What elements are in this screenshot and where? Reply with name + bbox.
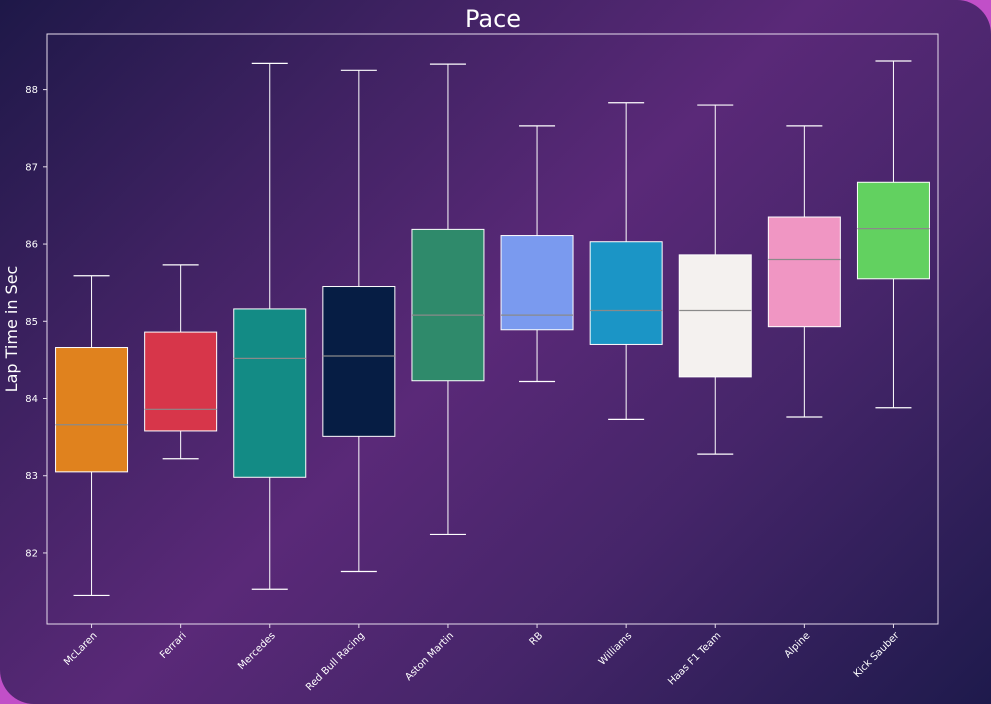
x-tick-label: McLaren: [62, 630, 100, 668]
plot-area-frame: [46, 33, 939, 625]
y-axis: 82 83 84 85 86 87 88: [25, 85, 47, 559]
x-axis: McLaren Ferrari Mercedes Red Bull Racing Ast…: [62, 624, 902, 693]
box-mercedes: [233, 62, 307, 590]
x-tick-label: Aston Martin: [403, 630, 456, 683]
x-tick-label: Kick Sauber: [852, 630, 902, 680]
box-iqr: [589, 241, 663, 345]
y-tick-label: 84: [25, 394, 38, 405]
box-iqr: [55, 347, 129, 473]
box-iqr: [411, 228, 485, 382]
y-tick-label: 87: [25, 162, 38, 173]
x-tick-label: Ferrari: [158, 630, 189, 661]
x-tick-label: RB: [528, 630, 546, 648]
box-alpine: [767, 125, 841, 418]
chart-title: Pace: [465, 5, 521, 33]
box-mclaren: [55, 275, 129, 597]
y-tick-label: 83: [25, 471, 38, 482]
box-haas-f1-team: [678, 104, 752, 455]
box-kick-sauber: [856, 60, 930, 409]
box-iqr: [856, 181, 930, 280]
y-tick-label: 85: [25, 317, 38, 328]
x-tick-label: Mercedes: [236, 630, 278, 672]
x-tick-label: Haas F1 Team: [666, 630, 723, 687]
box-rb: [500, 125, 574, 383]
y-tick-label: 88: [25, 85, 38, 96]
x-tick-label: Williams: [597, 630, 634, 667]
box-iqr: [500, 235, 574, 331]
box-williams: [589, 102, 663, 420]
y-tick-label: 86: [25, 240, 38, 251]
box-iqr: [233, 308, 307, 478]
x-tick-label: Red Bull Racing: [304, 630, 367, 693]
box-ferrari: [144, 264, 218, 460]
box-red-bull-racing: [322, 69, 396, 573]
y-tick-label: 82: [25, 548, 38, 559]
y-axis-label: Lap Time in Sec: [2, 266, 21, 393]
box-iqr: [322, 286, 396, 437]
box-iqr: [144, 331, 218, 432]
boxes-group: [55, 60, 930, 597]
x-tick-label: Alpine: [783, 630, 813, 660]
box-aston-martin: [411, 63, 485, 536]
box-iqr: [767, 216, 841, 328]
box-iqr: [678, 254, 752, 378]
